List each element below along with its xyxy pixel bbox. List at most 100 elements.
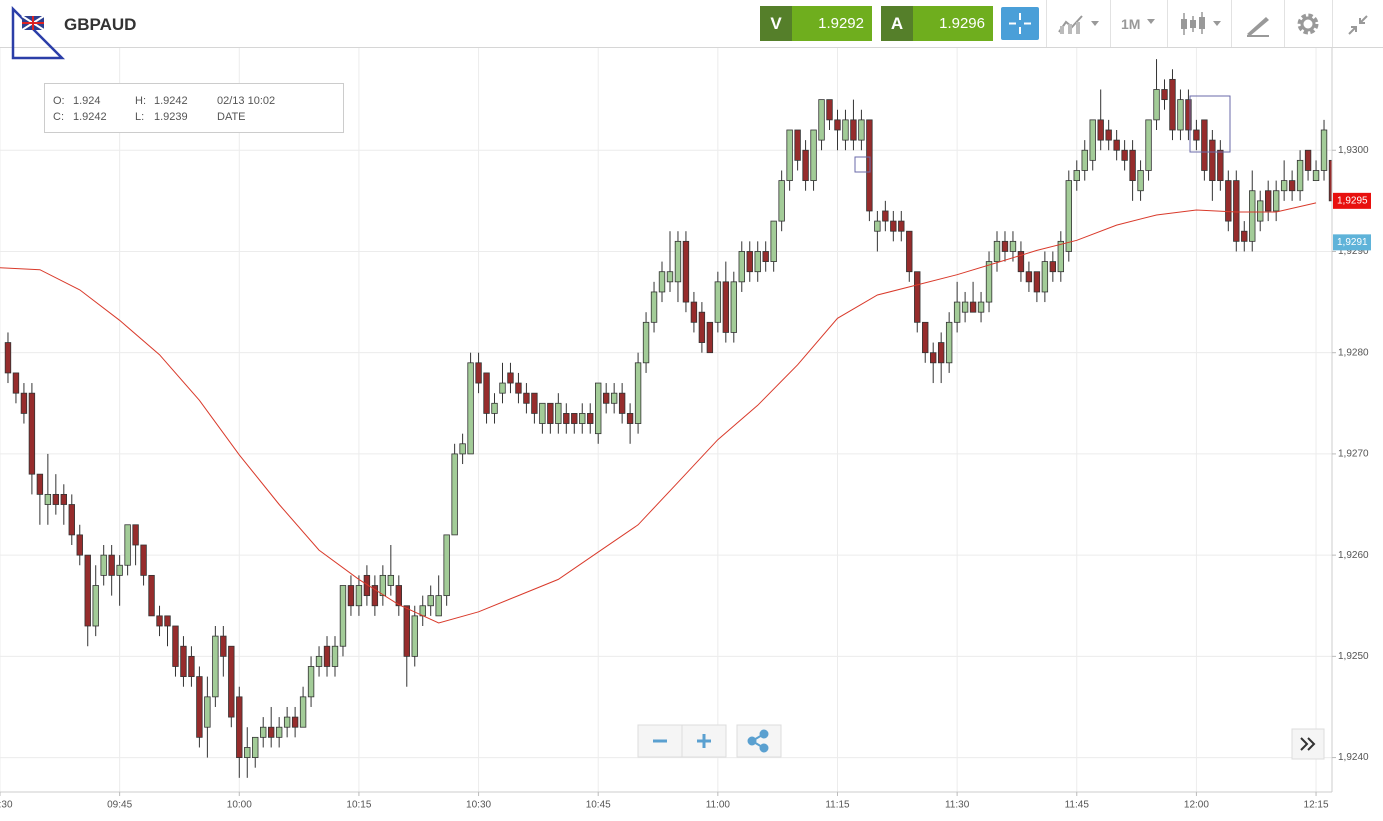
candle-body — [890, 220, 897, 232]
sell-price: 1.9292 — [792, 6, 872, 41]
candle-body — [1217, 149, 1224, 182]
candle-body — [602, 392, 610, 404]
y-tick-label: 1,9270 — [1338, 449, 1369, 460]
divider — [1046, 0, 1047, 47]
candle-body — [722, 281, 730, 333]
candle-body — [451, 453, 458, 536]
settings-button[interactable] — [1296, 12, 1320, 36]
candle-body — [858, 119, 865, 141]
x-tick-label: 10:30 — [466, 800, 491, 811]
share-icon — [747, 729, 769, 753]
candle-body — [92, 585, 99, 627]
candle-body — [1129, 149, 1136, 182]
divider — [1332, 0, 1333, 47]
candle-body — [1105, 129, 1112, 141]
x-tick-label: 10:45 — [586, 800, 611, 811]
axes: 1,9240 1,9250 1,9260 1,9270 1,9280 1,9290 1,93… — [0, 145, 1371, 811]
candle-body — [563, 413, 570, 424]
candle-body — [459, 443, 466, 455]
candle-body — [555, 402, 562, 424]
candle-body — [945, 321, 953, 364]
candle-body — [650, 291, 658, 323]
candle-body — [339, 585, 347, 647]
candle-body — [148, 574, 155, 617]
divider — [1110, 0, 1111, 47]
candle-body — [355, 585, 363, 607]
crosshair-button[interactable] — [1001, 7, 1039, 40]
candle-body — [547, 402, 554, 424]
candle-body — [244, 747, 251, 758]
candle-body — [953, 301, 961, 323]
x-tick-label: 10:00 — [227, 800, 252, 811]
candle-body — [315, 655, 323, 667]
candle-body — [834, 119, 841, 131]
candle-body — [1001, 240, 1009, 252]
candle-body — [283, 716, 291, 728]
share-button[interactable] — [736, 724, 782, 758]
interval-button[interactable]: 1M — [1121, 16, 1141, 32]
candle-body — [579, 413, 586, 424]
candle-body — [634, 362, 642, 424]
candle-body — [1296, 159, 1304, 192]
draw-button[interactable] — [1244, 12, 1272, 38]
candle-body — [108, 554, 115, 576]
zoom-out-button[interactable] — [637, 724, 683, 758]
candle-body — [140, 544, 147, 576]
candle-body — [307, 666, 315, 698]
candle-body — [866, 119, 873, 212]
candle-body — [786, 129, 793, 182]
candle-body — [985, 261, 993, 303]
candle-body — [267, 726, 275, 738]
candle-body — [842, 119, 849, 141]
candle-body — [794, 129, 801, 161]
candle-body — [690, 301, 698, 323]
chart-type-button[interactable] — [1056, 12, 1102, 36]
y-tick-label: 1,9300 — [1338, 145, 1369, 156]
candle-body — [172, 625, 179, 667]
candle-body — [993, 240, 1001, 262]
candle-body — [323, 645, 331, 667]
y-tick-label: 1,9280 — [1338, 347, 1369, 358]
buy-button[interactable]: A 1.9296 — [881, 6, 993, 41]
candle-body — [132, 524, 139, 546]
value: 1.924 — [73, 95, 101, 107]
label: H: — [135, 95, 146, 107]
candle-body — [531, 392, 538, 414]
candle-body — [1201, 119, 1208, 171]
sell-button[interactable]: V 1.9292 — [760, 6, 872, 41]
candle-body — [762, 251, 769, 262]
candle-body — [60, 493, 67, 505]
candle-body — [411, 615, 418, 657]
x-tick-label: 11:15 — [825, 800, 850, 811]
label: DATE — [217, 111, 246, 123]
candle-body — [1185, 99, 1192, 131]
candle-body — [260, 726, 267, 738]
fullscreen-button[interactable] — [1346, 13, 1370, 37]
value: 1.9239 — [154, 111, 188, 123]
candle-body — [1265, 190, 1272, 212]
candle-body — [914, 271, 921, 323]
candle-body — [714, 281, 722, 323]
candle-body — [898, 220, 905, 232]
candle-body — [1241, 230, 1248, 242]
candle-body — [347, 585, 355, 607]
candle-body — [850, 119, 857, 141]
candle-type-button[interactable] — [1178, 10, 1224, 38]
sell-label: V — [760, 6, 792, 41]
date: 02/13 10:02 — [217, 95, 276, 107]
value: 1.9242 — [73, 111, 107, 123]
y-tick-label: 1,9240 — [1338, 752, 1369, 763]
candle-body — [124, 524, 131, 566]
candle-body — [100, 554, 107, 576]
candle-body — [658, 271, 666, 293]
x-tick-label: 10:15 — [346, 800, 371, 811]
candle-body — [1193, 129, 1200, 141]
price-tag-label: 1,9291 — [1337, 237, 1368, 248]
candle-body — [1089, 119, 1096, 161]
candle-body — [523, 392, 530, 404]
candle-body — [363, 574, 371, 597]
label: O: — [53, 95, 65, 107]
candle-body — [826, 99, 833, 121]
divider — [1167, 0, 1168, 47]
label: L: — [135, 111, 145, 123]
